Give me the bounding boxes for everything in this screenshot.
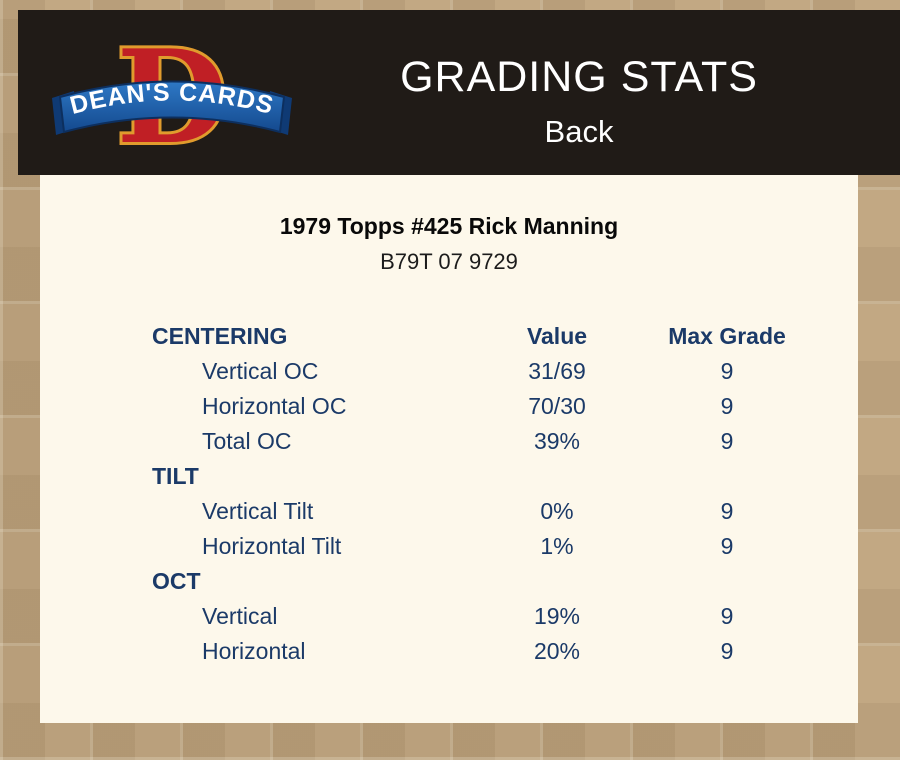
section-row-oct: OCT	[152, 564, 858, 599]
row-label: Vertical	[202, 603, 278, 629]
table-row-oct-horizontal: Horizontal 20% 9	[152, 634, 858, 669]
row-label: Total OC	[202, 428, 292, 454]
deans-cards-logo: D DEAN'S CARDS	[46, 22, 298, 164]
row-label: Vertical Tilt	[202, 498, 314, 524]
row-max-grade: 9	[720, 428, 734, 454]
row-label: Horizontal OC	[202, 393, 347, 419]
table-row-vertical-oc: Vertical OC 31/69 9	[152, 354, 858, 389]
row-value: 70/30	[528, 393, 586, 419]
section-header-centering: CENTERING	[152, 323, 288, 349]
content-panel: 1979 Topps #425 Rick Manning B79T 07 972…	[40, 175, 858, 723]
row-max-grade: 9	[720, 393, 734, 419]
table-row-horizontal-oc: Horizontal OC 70/30 9	[152, 389, 858, 424]
row-value: 19%	[533, 603, 581, 629]
section-row-tilt: TILT	[152, 459, 858, 494]
row-value: 31/69	[528, 358, 586, 384]
row-max-grade: 9	[720, 498, 734, 524]
section-header-tilt: TILT	[152, 463, 199, 489]
row-value: 1%	[540, 533, 574, 559]
row-label: Vertical OC	[202, 358, 319, 384]
table-header-row: CENTERING Value Max Grade	[152, 319, 858, 354]
row-max-grade: 9	[720, 533, 734, 559]
row-value: 39%	[533, 428, 581, 454]
row-label: Horizontal Tilt	[202, 533, 342, 559]
header-bar: D DEAN'S CARDS GRADING STATS Back	[18, 10, 900, 175]
section-header-oct: OCT	[152, 568, 201, 594]
row-value: 20%	[533, 638, 581, 664]
row-label: Horizontal	[202, 638, 306, 664]
page-subtitle: Back	[544, 114, 614, 149]
row-max-grade: 9	[720, 358, 734, 384]
deans-cards-logo-art: D DEAN'S CARDS	[52, 22, 292, 164]
row-max-grade: 9	[720, 603, 734, 629]
row-max-grade: 9	[720, 638, 734, 664]
header-titles: GRADING STATS Back	[298, 35, 900, 150]
column-header-max-grade: Max Grade	[668, 323, 786, 349]
logo-banner-ribbon	[58, 80, 286, 133]
column-header-value: Value	[526, 323, 588, 349]
table-row-horizontal-tilt: Horizontal Tilt 1% 9	[152, 529, 858, 564]
table-row-total-oc: Total OC 39% 9	[152, 424, 858, 459]
table-row-vertical-tilt: Vertical Tilt 0% 9	[152, 494, 858, 529]
card-serial-number: B79T 07 9729	[380, 249, 518, 274]
card-title: 1979 Topps #425 Rick Manning	[279, 213, 619, 239]
row-value: 0%	[540, 498, 574, 524]
table-row-oct-vertical: Vertical 19% 9	[152, 599, 858, 634]
grading-stats-table: CENTERING Value Max Grade Vertical OC 31…	[152, 319, 858, 669]
page-title: GRADING STATS	[400, 53, 758, 101]
